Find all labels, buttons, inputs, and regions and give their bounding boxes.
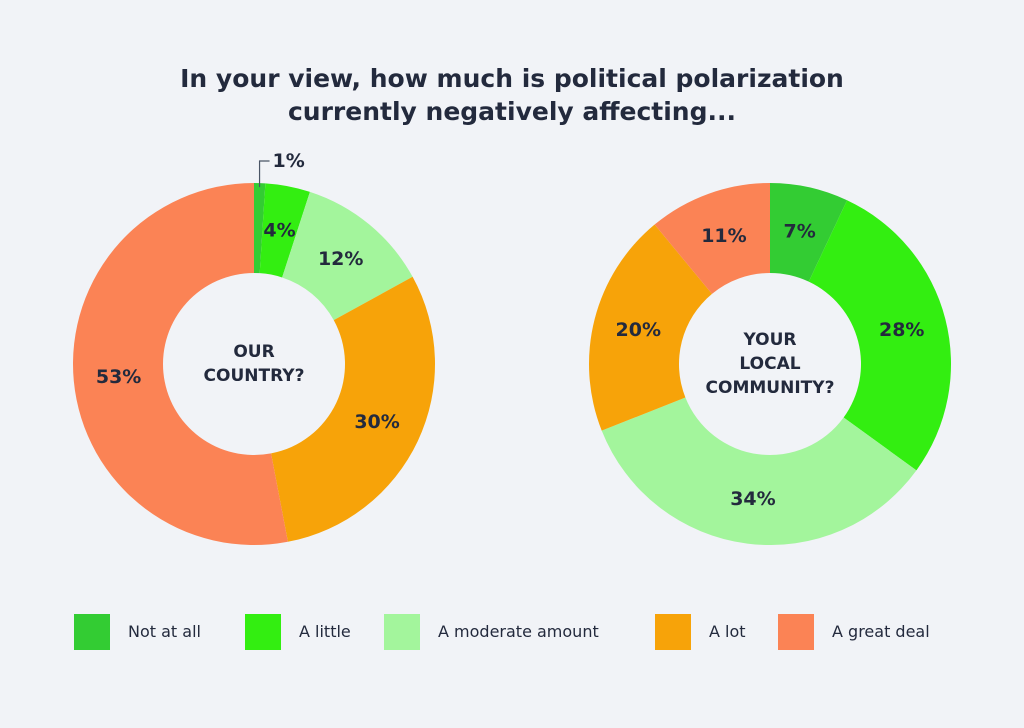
donut-chart-1: 1% 4% 12% 30% 53% OUR COUNTRY?: [73, 150, 436, 545]
slice-a-little-chart-2: [808, 200, 951, 471]
chart-title-line-2: currently negatively affecting...: [287, 97, 736, 126]
data-label-not-at-all-chart-1: 1%: [273, 150, 305, 172]
data-label-not-at-all-chart-2: 7%: [784, 220, 816, 242]
center-label-line-3-chart-2: COMMUNITY?: [706, 378, 835, 398]
slice-a-little-chart-1: [259, 183, 310, 278]
slice-not-at-all-chart-1: [254, 183, 266, 274]
center-label-line-2-chart-1: COUNTRY?: [204, 366, 305, 386]
data-label-a-little-chart-2: 28%: [879, 319, 924, 341]
center-label-line-1-chart-1: OUR: [233, 342, 274, 362]
data-label-a-great-deal-chart-2: 11%: [701, 225, 746, 247]
chart-title: In your view, how much is political pola…: [0, 62, 1024, 128]
slice-a-lot-chart-2: [589, 224, 712, 431]
slice-not-at-all-chart-2: [770, 183, 848, 282]
data-label-a-lot-chart-1: 30%: [354, 411, 399, 433]
slice-a-moderate-amount-chart-1: [282, 191, 413, 321]
center-label-line-2-chart-2: LOCAL: [739, 354, 800, 374]
data-label-a-moderate-amount-chart-1: 12%: [318, 248, 363, 270]
data-label-a-moderate-amount-chart-2: 34%: [730, 488, 775, 510]
slice-a-great-deal-chart-1: [73, 183, 288, 545]
data-label-a-lot-chart-2: 20%: [616, 319, 661, 341]
data-label-a-great-deal-chart-1: 53%: [96, 366, 141, 388]
chart-title-line-1: In your view, how much is political pola…: [180, 64, 844, 93]
leader-line-not-at-all-chart-1: [258, 160, 270, 188]
slice-a-lot-chart-1: [271, 276, 436, 542]
data-label-a-little-chart-1: 4%: [263, 219, 295, 241]
slice-a-moderate-amount-chart-2: [601, 397, 917, 545]
center-label-line-1-chart-2: YOUR: [742, 330, 796, 350]
slice-a-great-deal-chart-2: [654, 183, 770, 294]
donut-chart-2: 7% 28% 34% 20% 11% YOUR LOCAL COMMUNITY?: [589, 183, 951, 545]
